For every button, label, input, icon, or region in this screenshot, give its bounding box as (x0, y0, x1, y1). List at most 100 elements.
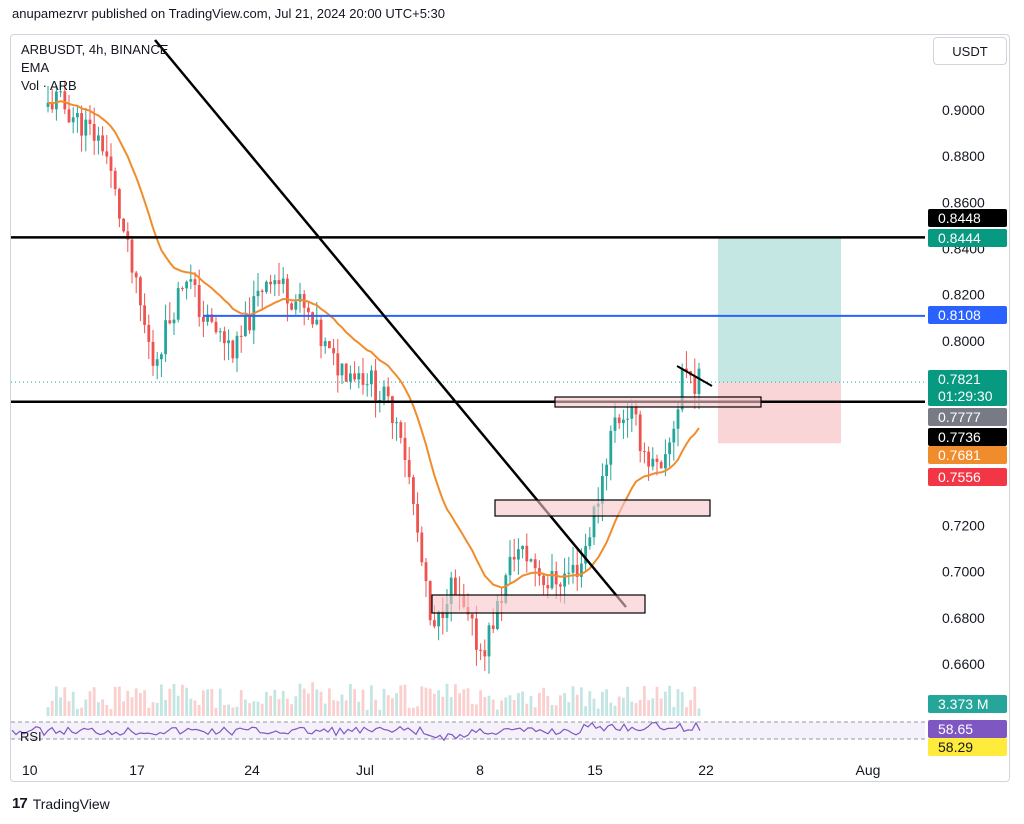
candle-body (80, 113, 83, 136)
rsi-value-tag[interactable] (928, 738, 1007, 756)
volume-bar (433, 693, 436, 716)
candle-body (601, 476, 604, 504)
price-label-tag[interactable] (928, 428, 1007, 446)
volume-bar (349, 684, 352, 716)
y-tick-label: 0.8000 (942, 333, 985, 349)
candle-body (193, 279, 197, 286)
y-tick-label: 0.6800 (942, 610, 985, 626)
rsi-line[interactable] (11, 721, 701, 742)
volume-bar (668, 685, 671, 716)
volume-bar (525, 703, 529, 716)
candle-body (344, 363, 348, 382)
price-label: 0.8448 (938, 210, 981, 226)
candle-body (634, 405, 638, 415)
volume-bar (462, 689, 466, 716)
volume-bar (676, 689, 680, 716)
candle-body (676, 409, 680, 429)
volume-bar (470, 703, 474, 716)
candle-body (113, 170, 117, 190)
price-label: 0.7556 (938, 469, 981, 485)
volume-bar (118, 686, 121, 716)
volume-bar (449, 697, 453, 716)
rsi-value-tag[interactable] (928, 720, 1007, 738)
volume-label-tag[interactable] (928, 695, 1007, 713)
candle-body (231, 340, 235, 359)
candle-body (416, 504, 419, 533)
support-box[interactable] (554, 396, 762, 408)
candle-body (143, 305, 146, 325)
currency-button[interactable]: USDT (933, 37, 1007, 65)
candle-body (269, 281, 272, 285)
volume-bar (160, 684, 163, 716)
price-label-tag[interactable] (928, 408, 1007, 426)
volume-bar (533, 707, 537, 716)
stop-zone[interactable] (718, 382, 841, 444)
volume-bar (59, 697, 62, 716)
volume-bar (71, 691, 75, 716)
candle-body (626, 418, 629, 420)
volume-bar (378, 709, 382, 716)
legend-symbol[interactable]: ARBUSDT, 4h, BINANCE (21, 42, 169, 57)
downtrend-line[interactable] (154, 39, 627, 608)
volume-bar (265, 691, 268, 716)
volume-bar (269, 695, 272, 716)
legend-ema[interactable]: EMA (21, 60, 50, 75)
candle-body (454, 577, 457, 595)
price-label-tag[interactable] (928, 446, 1007, 464)
y-tick-label: 0.8200 (942, 287, 985, 303)
price-label-tag[interactable] (928, 306, 1007, 324)
support-box[interactable] (431, 594, 646, 614)
volume-bar (622, 697, 625, 716)
candle-body (370, 370, 373, 385)
candle-body (315, 319, 319, 325)
candle-body (55, 91, 58, 110)
candle-body (155, 359, 159, 366)
tradingview-logo[interactable]: 17 TradingView (12, 795, 110, 812)
y-tick-label: 0.8600 (942, 194, 985, 210)
candle-body (365, 384, 369, 386)
candle-body (260, 290, 264, 292)
volume-bar (441, 696, 445, 716)
target-zone[interactable] (718, 238, 841, 383)
candle-body (504, 575, 508, 603)
candle-body (92, 124, 96, 141)
candle-body (361, 373, 365, 385)
candle-body (206, 314, 209, 322)
volume-bar (412, 707, 415, 716)
volume-bar (571, 686, 575, 716)
volume-bar (109, 709, 113, 716)
short-trendline[interactable] (676, 365, 713, 387)
volume-bar (630, 701, 634, 716)
candle-body (319, 319, 323, 347)
x-tick-label: 24 (244, 762, 260, 778)
candle-body (622, 419, 625, 424)
support-box[interactable] (494, 499, 711, 517)
candle-body (122, 218, 125, 232)
candle-body (76, 113, 79, 118)
price-label-tag[interactable] (928, 468, 1007, 486)
volume-bar (655, 686, 659, 716)
price-label-tag[interactable] (928, 229, 1007, 247)
candle-body (256, 290, 260, 297)
volume-bar (185, 687, 188, 716)
volume-bar (202, 690, 205, 716)
countdown-label: 01:29:30 (938, 388, 993, 404)
volume-bar (487, 695, 491, 716)
candle-body (67, 109, 71, 123)
volume-bar (147, 707, 151, 716)
price-label-tag[interactable] (928, 209, 1007, 227)
candle-body (449, 577, 453, 605)
candle-body (357, 373, 361, 380)
candle-body (164, 320, 167, 355)
legend-volume[interactable]: Vol · ARB (21, 78, 77, 93)
volume-bar (395, 693, 398, 716)
candle-body (693, 375, 697, 394)
volume-bar (206, 689, 209, 716)
candle-body (202, 316, 205, 322)
candle-body (386, 386, 390, 397)
price-label-tag[interactable] (928, 370, 1007, 406)
candle-body (197, 285, 201, 317)
chart-frame[interactable] (10, 34, 1010, 782)
candle-body (294, 301, 298, 310)
